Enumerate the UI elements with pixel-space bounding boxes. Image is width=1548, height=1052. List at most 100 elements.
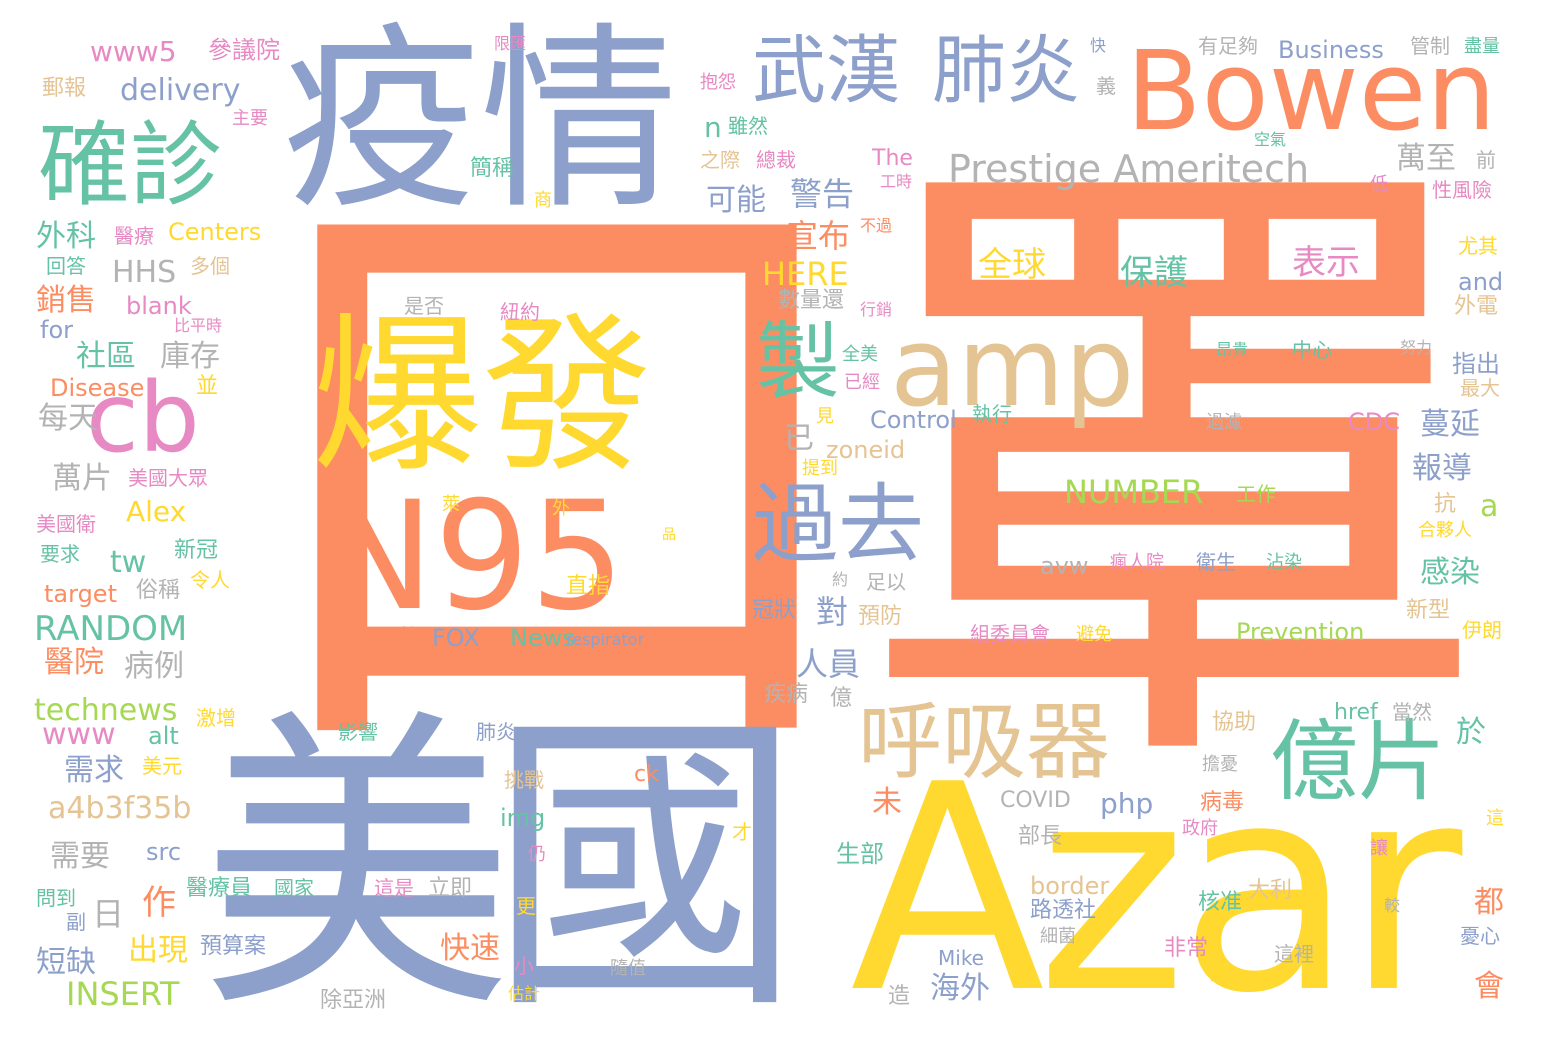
- word-here: HERE: [762, 255, 849, 293]
- word-xingfengxian: 性風險: [1432, 178, 1492, 202]
- word-huida: 回答: [46, 254, 86, 278]
- word-hehuoren: 合夥人: [1418, 520, 1472, 541]
- word-baodao: 報導: [1412, 451, 1472, 486]
- word-insert: INSERT: [66, 975, 180, 1013]
- word-business: Business: [1278, 36, 1384, 64]
- word-a4b3f35b: a4b3f35b: [48, 791, 192, 826]
- word-bingli: 病例: [124, 649, 184, 684]
- word-jibing: 疾病: [764, 682, 809, 707]
- word-prevention: Prevention: [1236, 618, 1365, 646]
- word-zhuyao: 主要: [232, 108, 268, 129]
- word-lutoushe: 路透社: [1030, 898, 1097, 923]
- word-kang: 抗: [1434, 492, 1457, 517]
- word-kuai: 快: [1090, 36, 1107, 55]
- word-kuaisu: 快速: [440, 931, 500, 966]
- word-youxin: 憂心: [1460, 924, 1500, 948]
- word-meitian: 每天: [38, 401, 98, 436]
- word-pin: 品: [662, 527, 676, 543]
- word-bowen: Bowen: [1126, 27, 1497, 155]
- word-weisheng: 衛生: [1196, 550, 1236, 574]
- word-fox: FOX: [432, 624, 480, 652]
- word-youqi: 尤其: [1458, 234, 1498, 258]
- word-src: src: [146, 838, 182, 866]
- word-jian: 見: [816, 406, 834, 427]
- word-tw: tw: [110, 545, 147, 580]
- word-guolv: 過濾: [1206, 412, 1242, 433]
- word-zhichu: 指出: [1452, 350, 1500, 378]
- word-wanpian: 萬片: [52, 461, 112, 496]
- word-amp: amp: [890, 303, 1135, 431]
- word-haiwai: 海外: [930, 971, 990, 1006]
- word-xiao: 小: [514, 954, 534, 978]
- word-xinxing: 新型: [1406, 598, 1451, 623]
- word-suizhi: 隨值: [610, 958, 646, 979]
- word-bugou: 不夠: [376, 626, 421, 651]
- word-yingxiang: 影響: [338, 720, 378, 744]
- word-control: Control: [870, 406, 957, 434]
- word-for: for: [40, 316, 73, 344]
- word-feiyan: 肺炎: [932, 28, 1080, 114]
- word-yipian: 億片: [1270, 710, 1447, 813]
- word-cai: 才: [732, 820, 752, 844]
- word-renyuan: 人員: [796, 645, 861, 683]
- word-lingren: 令人: [190, 568, 230, 592]
- word-zhi: 製: [756, 313, 841, 411]
- word-chuxian: 出現: [128, 933, 188, 968]
- word-zuida: 最大: [1460, 376, 1500, 400]
- word-zao: 造: [888, 984, 911, 1009]
- word-zuo: 作: [142, 883, 176, 923]
- word-zhizhi: 直指: [566, 574, 611, 599]
- word-border: border: [1030, 872, 1110, 900]
- word-shequ: 社區: [76, 339, 136, 374]
- word-hezhun: 核准: [1198, 890, 1243, 915]
- word-the: The: [872, 146, 913, 171]
- word-a: a: [1480, 489, 1499, 524]
- word-bimian: 避免: [1076, 624, 1112, 645]
- word-guanzhi: 管制: [1410, 34, 1450, 58]
- word-zheli: 這裡: [1274, 942, 1314, 966]
- word-number: NUMBER: [1064, 473, 1204, 511]
- word-covid: COVID: [1000, 788, 1071, 813]
- word-zongcai: 總裁: [756, 148, 796, 172]
- word-meiguo: 美國: [200, 686, 802, 1051]
- word-duoge: 多個: [190, 254, 230, 278]
- word-kouzhao: 口罩: [236, 101, 1494, 846]
- word-buguo: 不過: [860, 216, 893, 235]
- word-zheshi: 這是: [374, 876, 414, 900]
- word-ck: ck: [634, 762, 659, 787]
- word-xuanbu: 宣布: [786, 217, 851, 255]
- word-fu: 副: [66, 910, 86, 934]
- word-kongqi: 空氣: [1254, 130, 1287, 149]
- word-respirator: respirator: [566, 630, 645, 649]
- word-biaoshi: 表示: [1292, 243, 1360, 283]
- word-jinliang: 盡量: [1464, 36, 1500, 57]
- word-alt: alt: [148, 722, 179, 750]
- word-yiqing: 疫情: [282, 5, 678, 236]
- word-ri: 日: [92, 895, 125, 933]
- word-www: www: [42, 717, 116, 752]
- word-shifou: 是否: [404, 294, 444, 318]
- word-dui: 對: [816, 593, 849, 631]
- word-zhanran: 沾染: [1266, 552, 1302, 573]
- word-kucun: 庫存: [160, 339, 220, 374]
- word-baoyuan: 抱怨: [700, 72, 736, 93]
- word-yaoqiu: 要求: [40, 542, 80, 566]
- word-zhe: 這: [1486, 808, 1504, 829]
- word-feiyan-small: 肺炎: [476, 720, 516, 744]
- word-xuqiu: 需求: [64, 753, 124, 788]
- word-avw: avw: [1040, 552, 1089, 580]
- word-baohu: 保護: [1120, 253, 1188, 293]
- word-guojia: 國家: [274, 876, 314, 900]
- word-zhiji: 之際: [700, 148, 740, 172]
- word-yue: 約: [832, 570, 849, 589]
- word-zoneid: zoneid: [826, 436, 906, 464]
- word-jinggao: 警告: [790, 175, 855, 213]
- word-meiguowei: 美國衛: [36, 512, 96, 536]
- word-zhengfu: 政府: [1182, 818, 1218, 839]
- word-bing: 並: [196, 374, 219, 399]
- word-xingxiao: 行銷: [860, 300, 893, 319]
- word-gongshi: 工時: [880, 172, 913, 191]
- word-yiyuan: 醫院: [44, 645, 104, 680]
- word-huxiqi: 呼吸器: [858, 693, 1111, 791]
- word-yusuanan: 預算案: [200, 934, 267, 959]
